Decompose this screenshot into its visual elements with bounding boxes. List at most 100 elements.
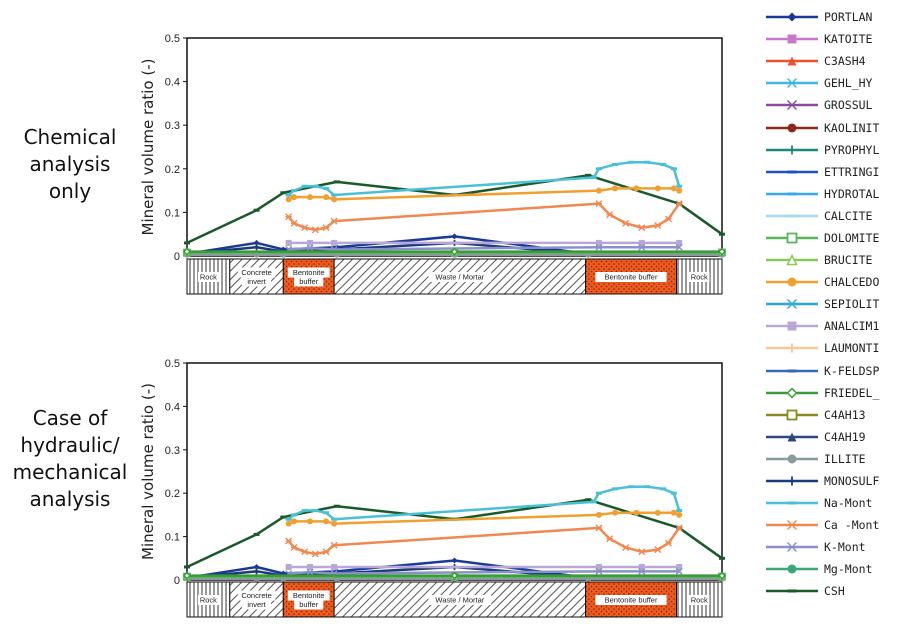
data-point	[253, 239, 260, 246]
legend-marker	[787, 123, 797, 133]
zone-label-bg	[237, 590, 276, 601]
legend-marker	[787, 277, 797, 287]
zone-label-bg	[688, 272, 710, 282]
y-axis-label: Mineral volume ratio (-)	[139, 383, 157, 560]
data-point	[311, 226, 319, 234]
y-tick-label: 0.5	[165, 33, 180, 45]
legend-item: ETTRINGI	[764, 161, 904, 183]
data-point	[291, 518, 297, 525]
legend-label: BRUCITE	[824, 253, 873, 268]
data-point	[585, 173, 592, 177]
legend-swatch	[766, 564, 818, 574]
data-point	[451, 233, 458, 240]
data-point	[182, 247, 192, 256]
zone-label: Rock	[200, 596, 217, 605]
data-point	[307, 239, 314, 246]
data-point	[595, 200, 603, 208]
data-point	[331, 239, 338, 246]
legend-swatch	[766, 123, 818, 133]
data-point	[660, 162, 667, 166]
data-point	[628, 485, 635, 489]
y-tick-label: 0.4	[165, 401, 180, 413]
legend-marker	[787, 501, 797, 505]
legend-item: KAOLINIT	[764, 116, 904, 138]
legend-label: PORTLAN	[824, 10, 873, 25]
data-point	[717, 571, 727, 580]
legend-swatch	[766, 299, 818, 310]
data-point	[280, 515, 287, 519]
data-point	[638, 224, 646, 232]
legend-swatch	[766, 369, 818, 373]
data-point	[331, 563, 338, 570]
legend-item: ILLITE	[764, 448, 904, 470]
data-point	[660, 487, 667, 491]
legend-marker	[787, 100, 797, 111]
zone-label-bg	[595, 272, 667, 282]
data-point	[654, 221, 662, 229]
legend: PORTLAN KATOITE C3ASH4 GEHL_HY GROSSUL KAOLIN…	[764, 6, 904, 603]
legend-item: FRIEDEL_	[764, 382, 904, 404]
data-point	[291, 189, 297, 193]
legend-label: GEHL_HY	[824, 76, 873, 91]
legend-marker	[787, 299, 797, 310]
legend-item: BRUCITE	[764, 249, 904, 271]
data-point	[676, 184, 683, 188]
zone-label: invert	[247, 600, 266, 609]
y-tick-label: 0.1	[165, 207, 180, 219]
zone-label-bg	[287, 590, 330, 601]
zone-label: Bentonite	[293, 591, 325, 600]
legend-marker	[787, 369, 797, 373]
legend-item: KATOITE	[764, 28, 904, 50]
y-tick-label: 0.5	[165, 358, 180, 370]
legend-swatch	[766, 170, 818, 174]
data-point	[253, 563, 260, 570]
chart-panel: 0 0.1 0.2 0.3 0.4 0.5 Mineral volume ratio (-)…	[139, 33, 727, 295]
legend-swatch	[766, 78, 818, 89]
y-tick-label: 0.2	[165, 164, 180, 176]
data-point	[333, 504, 340, 508]
data-point	[301, 224, 309, 232]
y-tick-label: 0.1	[165, 532, 180, 544]
data-point	[301, 548, 309, 556]
zone-label: Rock	[691, 596, 708, 605]
chart-figure: 0 0.1 0.2 0.3 0.4 0.5 Mineral volume ratio (-)…	[139, 33, 727, 618]
data-point	[595, 167, 602, 171]
legend-marker	[787, 321, 797, 331]
data-point	[595, 239, 602, 246]
legend-marker	[787, 564, 797, 574]
case-label-line: mechanical	[12, 460, 128, 484]
data-point	[676, 509, 683, 513]
data-point	[595, 243, 603, 251]
data-point	[665, 539, 672, 547]
legend-item: ANALCIM1	[764, 315, 904, 337]
data-point	[622, 543, 630, 551]
data-point	[306, 568, 314, 576]
data-point	[612, 509, 618, 516]
data-point	[331, 520, 338, 527]
data-point	[285, 213, 293, 221]
legend-label: CHALCEDO	[824, 275, 880, 290]
data-point	[306, 244, 314, 252]
legend-item: PORTLAN	[764, 6, 904, 28]
legend-label: C4AH13	[824, 407, 866, 422]
y-tick-label: 0	[174, 575, 180, 587]
data-point	[330, 541, 338, 549]
legend-swatch	[766, 277, 818, 287]
legend-swatch	[766, 192, 818, 196]
legend-swatch	[766, 321, 818, 331]
data-point	[285, 196, 292, 203]
data-point	[676, 239, 683, 246]
zone-label-bg	[241, 276, 272, 287]
data-point	[633, 509, 640, 516]
zone-label-bg	[237, 267, 276, 278]
data-point	[719, 232, 725, 236]
legend-marker	[787, 34, 797, 44]
data-point	[253, 244, 260, 251]
legend-item: C4AH13	[764, 404, 904, 426]
data-point	[330, 217, 338, 225]
legend-marker	[786, 253, 798, 266]
data-point	[307, 563, 314, 570]
data-point	[323, 194, 330, 201]
legend-marker	[786, 409, 798, 421]
data-point	[323, 518, 330, 525]
